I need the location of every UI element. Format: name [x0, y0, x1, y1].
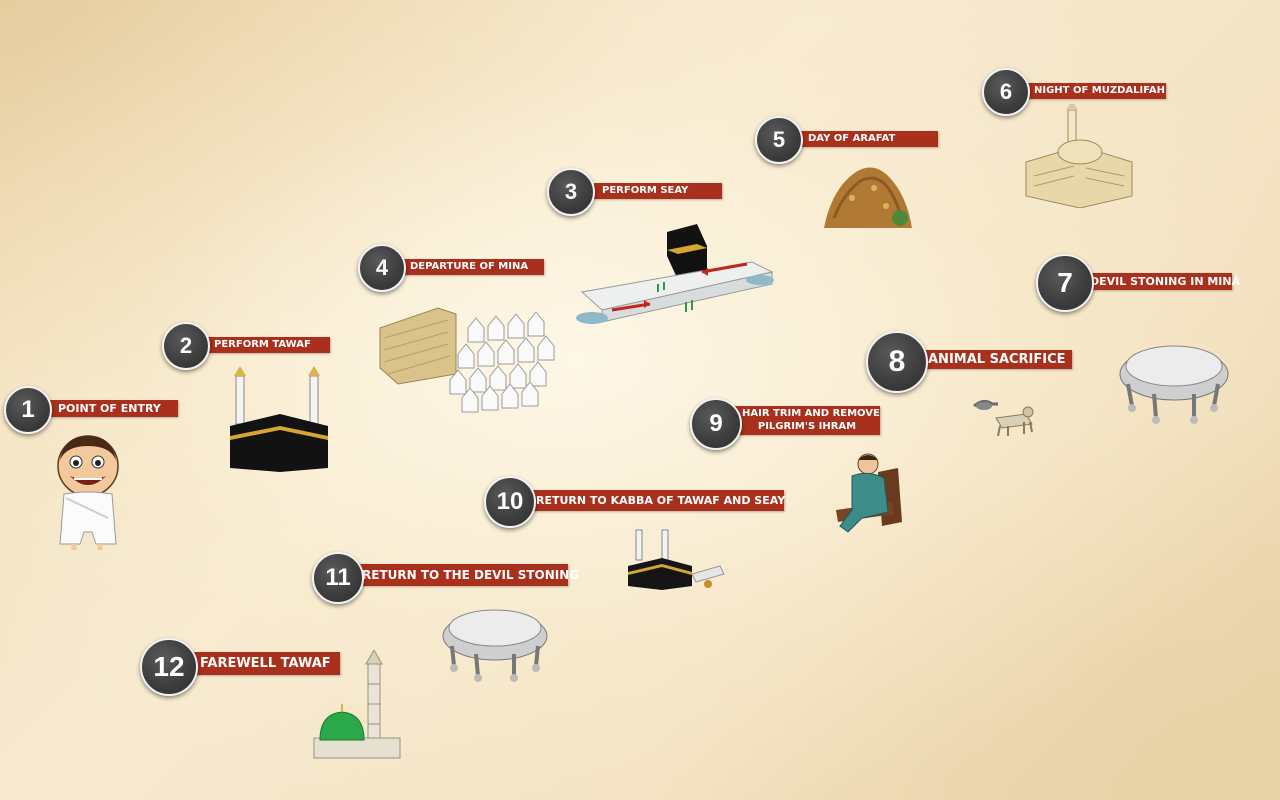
step-label: RETURN TO KABBA OF TAWAF AND SEAY [528, 490, 785, 511]
step-label: PERFORM TAWAF [206, 337, 330, 353]
mina-tents-icon [379, 307, 555, 413]
green-dome-mosque-icon [313, 650, 401, 759]
step-number-badge: 2 [162, 322, 210, 370]
step-label: DEPARTURE OF MINA [402, 259, 544, 275]
step-number-badge: 4 [358, 244, 406, 292]
kaaba-icon [230, 366, 328, 472]
barber-chair-icon [836, 453, 902, 533]
step-number-badge: 9 [690, 398, 742, 450]
step-label: PERFORM SEAY [594, 183, 722, 199]
step-label: RETURN TO THE DEVIL STONING [354, 564, 579, 586]
step-label: HAIR TRIM AND REMOVE PILGRIM'S IHRAM [734, 406, 880, 435]
step-number-badge: 6 [982, 68, 1030, 116]
step-label: POINT OF ENTRY [50, 400, 178, 417]
step-label: DAY OF ARAFAT [800, 131, 938, 147]
jamarat-icon [1119, 345, 1229, 424]
step-number-badge: 12 [140, 638, 198, 696]
mosque-icon [1025, 104, 1133, 208]
safa-marwa-icon [576, 224, 774, 324]
step-label: FAREWELL TAWAF [192, 652, 340, 675]
mount-arafat-icon [824, 167, 912, 228]
step-number-badge: 11 [312, 552, 364, 604]
sacrifice-animals-icon [973, 399, 1034, 437]
step-number-badge: 8 [866, 331, 928, 393]
step-number-badge: 10 [484, 476, 536, 528]
kaaba-seay-icon [628, 529, 725, 590]
step-label: DEVIL STONING IN MINA [1082, 273, 1240, 290]
step-number-badge: 7 [1036, 254, 1094, 312]
step-number-badge: 5 [755, 116, 803, 164]
step-number-badge: 3 [547, 168, 595, 216]
step-label: ANIMAL SACRIFICE [920, 350, 1072, 369]
jamarat-icon [442, 609, 548, 682]
step-number-badge: 1 [4, 386, 52, 434]
step-label: NIGHT OF MUZDALIFAH [1026, 83, 1166, 99]
pilgrim-icon [57, 435, 119, 550]
